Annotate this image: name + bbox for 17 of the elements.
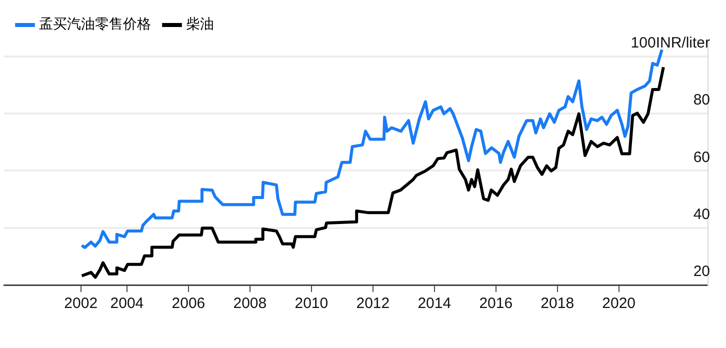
x-tick-label: 2016 bbox=[479, 295, 513, 312]
y-tick-label: 60 bbox=[693, 148, 710, 166]
x-tick-label: 2014 bbox=[418, 295, 452, 312]
x-tick-label: 2006 bbox=[172, 295, 206, 312]
y-tick-label: 80 bbox=[693, 92, 710, 109]
y-tick-label: 40 bbox=[693, 206, 710, 223]
x-tick-label: 2008 bbox=[233, 295, 267, 312]
x-tick-label: 2020 bbox=[602, 295, 636, 312]
x-tick-label: 2018 bbox=[540, 295, 574, 312]
legend-label: 柴油 bbox=[186, 16, 214, 33]
x-tick-label: 2004 bbox=[110, 295, 144, 312]
y-tick-label: 20 bbox=[693, 263, 710, 280]
x-tick-label: 2012 bbox=[356, 295, 390, 312]
y-tick-label: 100INR/liter bbox=[630, 34, 710, 52]
x-tick-label: 2002 bbox=[64, 295, 98, 312]
x-tick-label: 2010 bbox=[294, 295, 328, 312]
legend-label: 孟买汽油零售价格 bbox=[39, 16, 151, 33]
